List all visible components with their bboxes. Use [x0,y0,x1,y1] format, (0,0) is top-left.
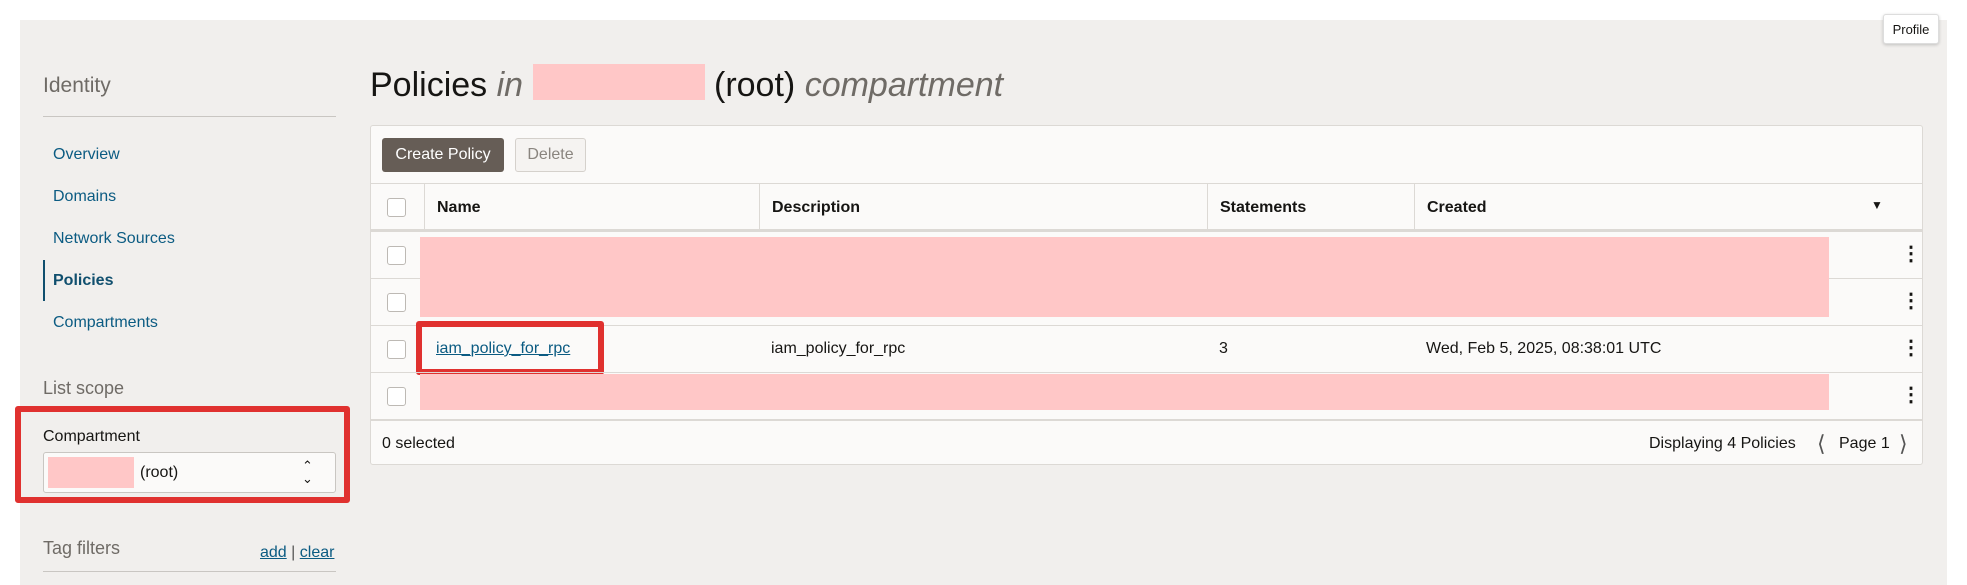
compartment-label: Compartment [43,428,140,445]
row-checkbox[interactable] [387,340,406,359]
delete-button[interactable]: Delete [515,138,586,172]
separator: | [291,544,296,561]
clear-tag-filter-link[interactable]: clear [299,544,335,561]
table-row: ⋮ [371,231,1922,278]
column-created[interactable]: Created [1414,184,1922,231]
row-checkbox[interactable] [387,293,406,312]
sidebar-item-domains[interactable]: Domains [53,188,117,205]
page-indicator: Page 1 [1839,435,1890,452]
sidebar-item-compartments[interactable]: Compartments [53,314,158,331]
sidebar-item-network-sources[interactable]: Network Sources [53,230,175,247]
column-name[interactable]: Name [424,184,759,231]
divider [43,571,336,572]
policy-created: Wed, Feb 5, 2025, 08:38:01 UTC [1426,340,1662,357]
divider [43,116,336,117]
policy-name-link[interactable]: iam_policy_for_rpc [436,340,571,357]
redacted-row [420,374,1829,410]
kebab-menu-icon[interactable]: ⋮ [1901,337,1921,359]
sidebar-title: Identity [43,74,111,97]
kebab-menu-icon[interactable]: ⋮ [1901,384,1921,406]
highlight-box [416,321,604,375]
title-root: (root) [714,66,796,104]
policy-description: iam_policy_for_rpc [771,340,906,357]
displaying-count: Displaying 4 Policies [1649,435,1796,452]
compartment-value: (root) [140,464,179,481]
list-scope-heading: List scope [43,378,125,398]
kebab-menu-icon[interactable]: ⋮ [1901,243,1921,265]
next-page-icon[interactable]: ⟩ [1899,431,1908,456]
sidebar-item-overview[interactable]: Overview [53,146,120,163]
add-tag-filter-link[interactable]: add [260,544,287,561]
table-row: iam_policy_for_rpc iam_policy_for_rpc 3 … [371,325,1922,372]
selected-count: 0 selected [382,435,455,452]
highlight-box [15,406,350,503]
column-description[interactable]: Description [759,184,1207,231]
redacted-tenancy [532,64,705,100]
title-in: in [496,66,524,104]
select-all-checkbox[interactable] [387,198,406,217]
sidebar-item-policies[interactable]: Policies [53,272,114,289]
row-checkbox[interactable] [387,387,406,406]
policies-table-panel: Create Policy Delete Name Description St… [370,125,1923,465]
page-title: Policies in (root) compartment [370,64,1003,105]
tag-filters-heading: Tag filters [43,538,121,558]
title-policies: Policies [370,66,488,104]
profile-button[interactable]: Profile [1883,14,1939,44]
active-indicator [43,260,45,301]
table-footer: 0 selected Displaying 4 Policies ⟨ Page … [371,419,1922,465]
row-checkbox[interactable] [387,246,406,265]
tag-filter-links: add | clear [260,544,334,562]
title-compartment: compartment [804,66,1004,104]
redacted-compartment-name [48,457,134,488]
previous-page-icon[interactable]: ⟨ [1817,431,1826,456]
policy-statements: 3 [1219,340,1228,357]
kebab-menu-icon[interactable]: ⋮ [1901,290,1921,312]
column-statements[interactable]: Statements [1207,184,1414,231]
updown-chevron-icon: ⌃ ⌄ [302,458,313,486]
create-policy-button[interactable]: Create Policy [382,138,504,172]
table-header: Name Description Statements Created ▼ [371,183,1922,231]
redacted-rows [420,237,1829,317]
compartment-select[interactable]: (root) ⌃ ⌄ [43,452,336,493]
sort-descending-icon[interactable]: ▼ [1871,198,1883,212]
table-row: ⋮ [371,372,1922,419]
